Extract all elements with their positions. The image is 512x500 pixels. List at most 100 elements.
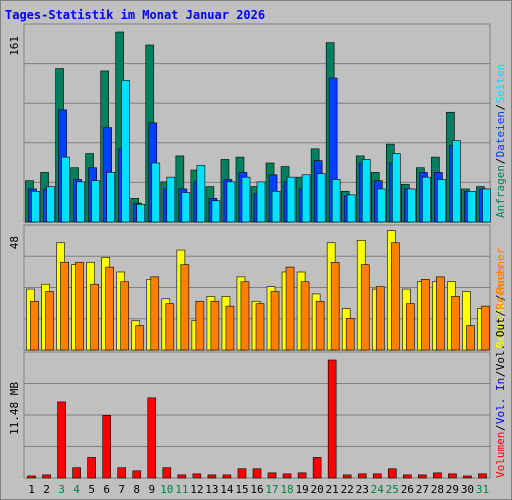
bar-seiten-day-18 (286, 176, 296, 223)
bar-rechner-day-31 (481, 305, 490, 351)
bar-rechner-day-30 (466, 325, 475, 351)
bar-volumen-day-26 (403, 474, 412, 479)
bar-rechner-day-5 (90, 283, 99, 351)
bar-seiten-day-7 (121, 80, 131, 223)
bar-volumen-day-30 (463, 475, 472, 479)
legend-separator-bottom: / (494, 424, 507, 431)
bar-rechner-day-7 (120, 281, 130, 351)
bar-volumen-day-15 (237, 468, 247, 479)
bar-volumen-day-10 (162, 467, 172, 479)
bar-seiten-day-27 (422, 176, 431, 223)
bar-seiten-day-10 (166, 176, 176, 223)
bar-seiten-day-12 (196, 165, 206, 223)
x-tick-label-day-19: 19 (295, 483, 308, 496)
bar-volumen-day-4 (72, 467, 81, 479)
bar-volumen-day-1 (27, 475, 36, 479)
x-tick-label-day-8: 8 (133, 483, 140, 496)
legend-separator-bottom: / (494, 371, 507, 378)
bar-volumen-day-18 (282, 473, 292, 479)
bar-rechner-day-22 (345, 318, 355, 351)
bar-seiten-day-26 (407, 188, 416, 223)
bar-volumen-day-21 (327, 359, 337, 479)
bar-volumen-day-13 (207, 474, 217, 479)
bar-seiten-day-29 (452, 140, 461, 223)
bar-rechner-day-2 (45, 291, 54, 351)
legend-bottom-rechner: Rechner (494, 263, 507, 310)
bar-volumen-day-23 (357, 473, 367, 479)
bar-rechner-day-20 (315, 300, 325, 351)
bar-volumen-day-9 (147, 397, 157, 479)
bar-rechner-day-15 (240, 281, 250, 351)
x-tick-label-day-10: 10 (160, 483, 173, 496)
x-tick-label-day-26: 26 (401, 483, 414, 496)
bar-volumen-day-7 (117, 467, 127, 479)
bar-rechner-day-1 (30, 300, 39, 351)
bar-seiten-day-6 (106, 172, 115, 223)
bar-volumen-day-12 (192, 473, 202, 479)
bar-volumen-day-3 (57, 401, 66, 479)
y-tick-label-bottom: 11.48 MB (8, 382, 21, 435)
bar-rechner-day-8 (135, 325, 145, 351)
x-tick-label-day-13: 13 (205, 483, 218, 496)
bar-rechner-day-14 (225, 305, 235, 351)
bar-seiten-day-14 (226, 181, 236, 223)
bar-seiten-day-24 (376, 188, 386, 223)
bar-rechner-day-25 (390, 242, 400, 351)
bar-seiten-day-15 (241, 176, 251, 223)
bar-rechner-day-23 (360, 264, 370, 351)
x-tick-label-day-3: 3 (58, 483, 65, 496)
bar-rechner-day-16 (255, 303, 265, 351)
x-tick-label-day-2: 2 (43, 483, 50, 496)
legend-bottom-vol-out: Vol. Out (494, 317, 507, 370)
legend-separator-middle: / (494, 294, 507, 301)
bar-rechner-day-18 (285, 266, 295, 351)
bar-rechner-day-28 (436, 276, 445, 351)
bar-volumen-day-11 (177, 474, 187, 479)
bar-seiten-day-5 (91, 180, 100, 223)
bar-volumen-day-14 (222, 474, 232, 479)
bar-volumen-day-2 (42, 474, 51, 479)
bar-volumen-day-20 (312, 457, 322, 479)
x-tick-label-day-15: 15 (235, 483, 248, 496)
bar-rechner-day-26 (406, 303, 415, 351)
x-tick-label-day-1: 1 (28, 483, 35, 496)
bar-seiten-day-4 (76, 181, 85, 223)
bar-volumen-day-17 (267, 472, 277, 479)
bar-seiten-day-20 (316, 173, 326, 223)
bar-seiten-day-8 (136, 203, 146, 223)
bar-rechner-day-3 (60, 261, 69, 351)
x-tick-label-day-6: 6 (103, 483, 110, 496)
legend-separator-bottom: / (494, 310, 507, 317)
y-tick-label-middle: 48 (8, 236, 21, 249)
bar-seiten-day-17 (271, 191, 281, 223)
bar-seiten-day-31 (482, 188, 491, 223)
bar-volumen-day-16 (252, 468, 262, 479)
x-tick-label-day-17: 17 (265, 483, 278, 496)
bar-rechner-day-12 (195, 300, 205, 351)
bar-volumen-day-28 (433, 472, 442, 479)
bar-rechner-day-6 (105, 266, 114, 351)
x-tick-label-day-25: 25 (386, 483, 399, 496)
bar-rechner-day-11 (180, 264, 190, 351)
bar-volumen-day-29 (448, 473, 457, 479)
legend-bottom-vol-in: Vol. In (494, 378, 507, 424)
bar-volumen-day-27 (418, 474, 427, 479)
bar-seiten-day-22 (346, 194, 356, 223)
x-tick-label-day-29: 29 (446, 483, 459, 496)
bar-rechner-day-4 (75, 261, 84, 351)
bar-volumen-day-8 (132, 470, 142, 479)
legend-bottom-volumen: Volumen (494, 432, 507, 478)
bar-rechner-day-27 (421, 279, 430, 351)
x-tick-label-day-23: 23 (356, 483, 369, 496)
legend-top-seiten: Seiten (494, 64, 507, 104)
x-tick-label-day-27: 27 (416, 483, 429, 496)
bar-seiten-day-21 (331, 179, 341, 223)
legend-separator-top: / (494, 158, 507, 165)
x-tick-label-day-20: 20 (311, 483, 324, 496)
bar-volumen-day-24 (372, 473, 382, 479)
x-tick-label-day-31: 31 (476, 483, 489, 496)
legend-middle-rechner: Rechner (494, 247, 507, 294)
x-tick-label-day-9: 9 (148, 483, 155, 496)
bar-seiten-day-30 (467, 191, 476, 223)
bar-seiten-day-9 (151, 162, 161, 223)
